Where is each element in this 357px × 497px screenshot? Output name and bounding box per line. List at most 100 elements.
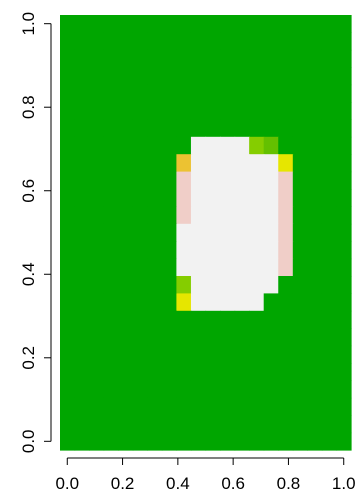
- heatmap-cell: [132, 223, 148, 242]
- heatmap-cell: [205, 363, 221, 381]
- heatmap-cell: [292, 363, 308, 381]
- y-tick-label: 0.6: [19, 179, 38, 203]
- heatmap-cell: [336, 171, 352, 190]
- heatmap-cell: [278, 171, 294, 190]
- heatmap-cell: [336, 84, 352, 103]
- heatmap-cell: [176, 206, 192, 225]
- heatmap-cell: [205, 380, 221, 399]
- heatmap-cell: [278, 397, 294, 416]
- heatmap-cell: [307, 241, 323, 260]
- heatmap-cell: [292, 15, 308, 33]
- heatmap-cell: [249, 310, 265, 329]
- heatmap-cell: [147, 397, 163, 416]
- heatmap-cell: [103, 32, 119, 51]
- heatmap-cell: [190, 206, 207, 225]
- heatmap-cell: [263, 276, 279, 294]
- heatmap-cell: [234, 328, 250, 347]
- heatmap-cell: [147, 32, 163, 51]
- heatmap-cell: [263, 363, 279, 381]
- heatmap-cell: [249, 328, 265, 347]
- heatmap-cell: [147, 363, 163, 381]
- heatmap-cell: [263, 206, 279, 225]
- heatmap-cell: [278, 67, 294, 86]
- heatmap-cell: [190, 84, 207, 103]
- heatmap-cell: [220, 432, 236, 451]
- heatmap-cell: [321, 293, 338, 312]
- heatmap-cell: [234, 241, 250, 260]
- heatmap-cell: [263, 432, 279, 451]
- heatmap-cell: [220, 397, 236, 416]
- heatmap-cell: [263, 189, 279, 207]
- heatmap-cell: [103, 328, 119, 347]
- heatmap-cell: [249, 223, 265, 242]
- heatmap-cell: [118, 432, 134, 451]
- heatmap-cell: [205, 136, 221, 155]
- heatmap-cell: [307, 293, 323, 312]
- heatmap-cell: [132, 258, 148, 277]
- heatmap-cell: [103, 189, 119, 207]
- heatmap-cell: [89, 189, 105, 207]
- heatmap-cell: [234, 276, 250, 294]
- heatmap-cell: [190, 310, 207, 329]
- heatmap-cell: [292, 310, 308, 329]
- heatmap-cell: [307, 189, 323, 207]
- heatmap-cell: [74, 136, 90, 155]
- heatmap-cell: [321, 84, 338, 103]
- heatmap-cell: [176, 32, 192, 51]
- heatmap-cell: [103, 119, 119, 138]
- heatmap-cell: [60, 171, 76, 190]
- heatmap-cell: [118, 136, 134, 155]
- heatmap-cell: [89, 293, 105, 312]
- heatmap-cell: [74, 363, 90, 381]
- heatmap-cell: [118, 15, 134, 33]
- heatmap-cell: [176, 223, 192, 242]
- heatmap-cell: [89, 32, 105, 51]
- heatmap-cell: [220, 293, 236, 312]
- heatmap-cell: [307, 310, 323, 329]
- heatmap-cell: [103, 154, 119, 173]
- heatmap-cell: [278, 241, 294, 260]
- heatmap-cell: [220, 223, 236, 242]
- heatmap-cell: [307, 84, 323, 103]
- heatmap-cell: [118, 206, 134, 225]
- heatmap-cell: [263, 136, 279, 155]
- heatmap-cell: [307, 136, 323, 155]
- heatmap-cell: [234, 15, 250, 33]
- heatmap-cell: [292, 380, 308, 399]
- heatmap-cell: [132, 102, 148, 120]
- heatmap-cell: [161, 363, 177, 381]
- heatmap-cell: [103, 310, 119, 329]
- heatmap-cell: [336, 276, 352, 294]
- heatmap-cell: [249, 49, 265, 68]
- heatmap-cell: [321, 67, 338, 86]
- heatmap-cell: [60, 397, 76, 416]
- heatmap-cell: [321, 15, 338, 33]
- heatmap-cell: [118, 84, 134, 103]
- heatmap-cell: [147, 380, 163, 399]
- heatmap-cell: [161, 119, 177, 138]
- heatmap-cell: [89, 223, 105, 242]
- heatmap-cell: [205, 432, 221, 451]
- heatmap-cell: [147, 15, 163, 33]
- heatmap-cell: [292, 32, 308, 51]
- heatmap-cell: [118, 223, 134, 242]
- heatmap-cell: [220, 276, 236, 294]
- heatmap-cell: [220, 258, 236, 277]
- heatmap-cell: [307, 206, 323, 225]
- heatmap-cell: [103, 223, 119, 242]
- heatmap-cell: [89, 345, 105, 364]
- heatmap-cell: [292, 241, 308, 260]
- heatmap-cell: [249, 276, 265, 294]
- heatmap-cell: [249, 397, 265, 416]
- heatmap-cell: [60, 432, 76, 451]
- heatmap-cell: [147, 67, 163, 86]
- heatmap-cell: [234, 397, 250, 416]
- heatmap-cell: [321, 380, 338, 399]
- heatmap-cell: [161, 206, 177, 225]
- heatmap-cell: [321, 223, 338, 242]
- heatmap-cell: [176, 241, 192, 260]
- heatmap-cell: [234, 258, 250, 277]
- heatmap-cell: [74, 206, 90, 225]
- heatmap-cell: [336, 432, 352, 451]
- heatmap-cell: [74, 154, 90, 173]
